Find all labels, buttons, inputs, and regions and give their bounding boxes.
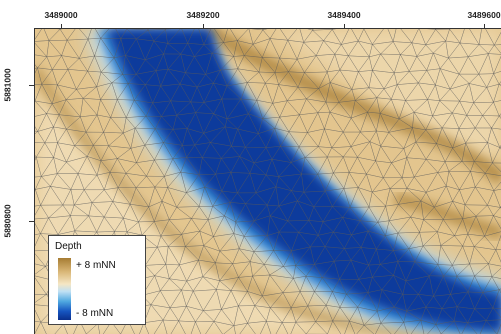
bathymetry-map xyxy=(35,29,501,334)
x-tick-label: 3489400 xyxy=(327,10,361,20)
legend-min-label: - 8 mNN xyxy=(76,308,114,319)
x-tick-mark xyxy=(344,24,345,29)
legend-title: Depth xyxy=(55,241,82,252)
y-tick-mark xyxy=(29,85,34,86)
legend-color-ramp xyxy=(58,258,71,320)
legend-max-label: + 8 mNN xyxy=(76,260,116,271)
legend: Depth + 8 mNN - 8 mNN xyxy=(48,235,146,325)
x-tick-mark xyxy=(203,24,204,29)
depth-surface xyxy=(35,29,501,334)
map-view[interactable] xyxy=(34,28,501,334)
y-tick-mark xyxy=(29,221,34,222)
lower-ridge xyxy=(35,66,501,334)
shallow-zone xyxy=(35,89,501,334)
x-tick-label: 3489200 xyxy=(186,10,220,20)
upper-ridge xyxy=(201,29,501,185)
upper-shallow-zone xyxy=(265,29,501,159)
y-tick-label: 5880800 xyxy=(2,204,13,238)
x-tick-label: 3489600 xyxy=(467,10,501,20)
x-tick-mark xyxy=(484,24,485,29)
x-tick-label: 3489000 xyxy=(44,10,78,20)
x-tick-mark xyxy=(61,24,62,29)
y-tick-label: 5881000 xyxy=(2,68,13,102)
